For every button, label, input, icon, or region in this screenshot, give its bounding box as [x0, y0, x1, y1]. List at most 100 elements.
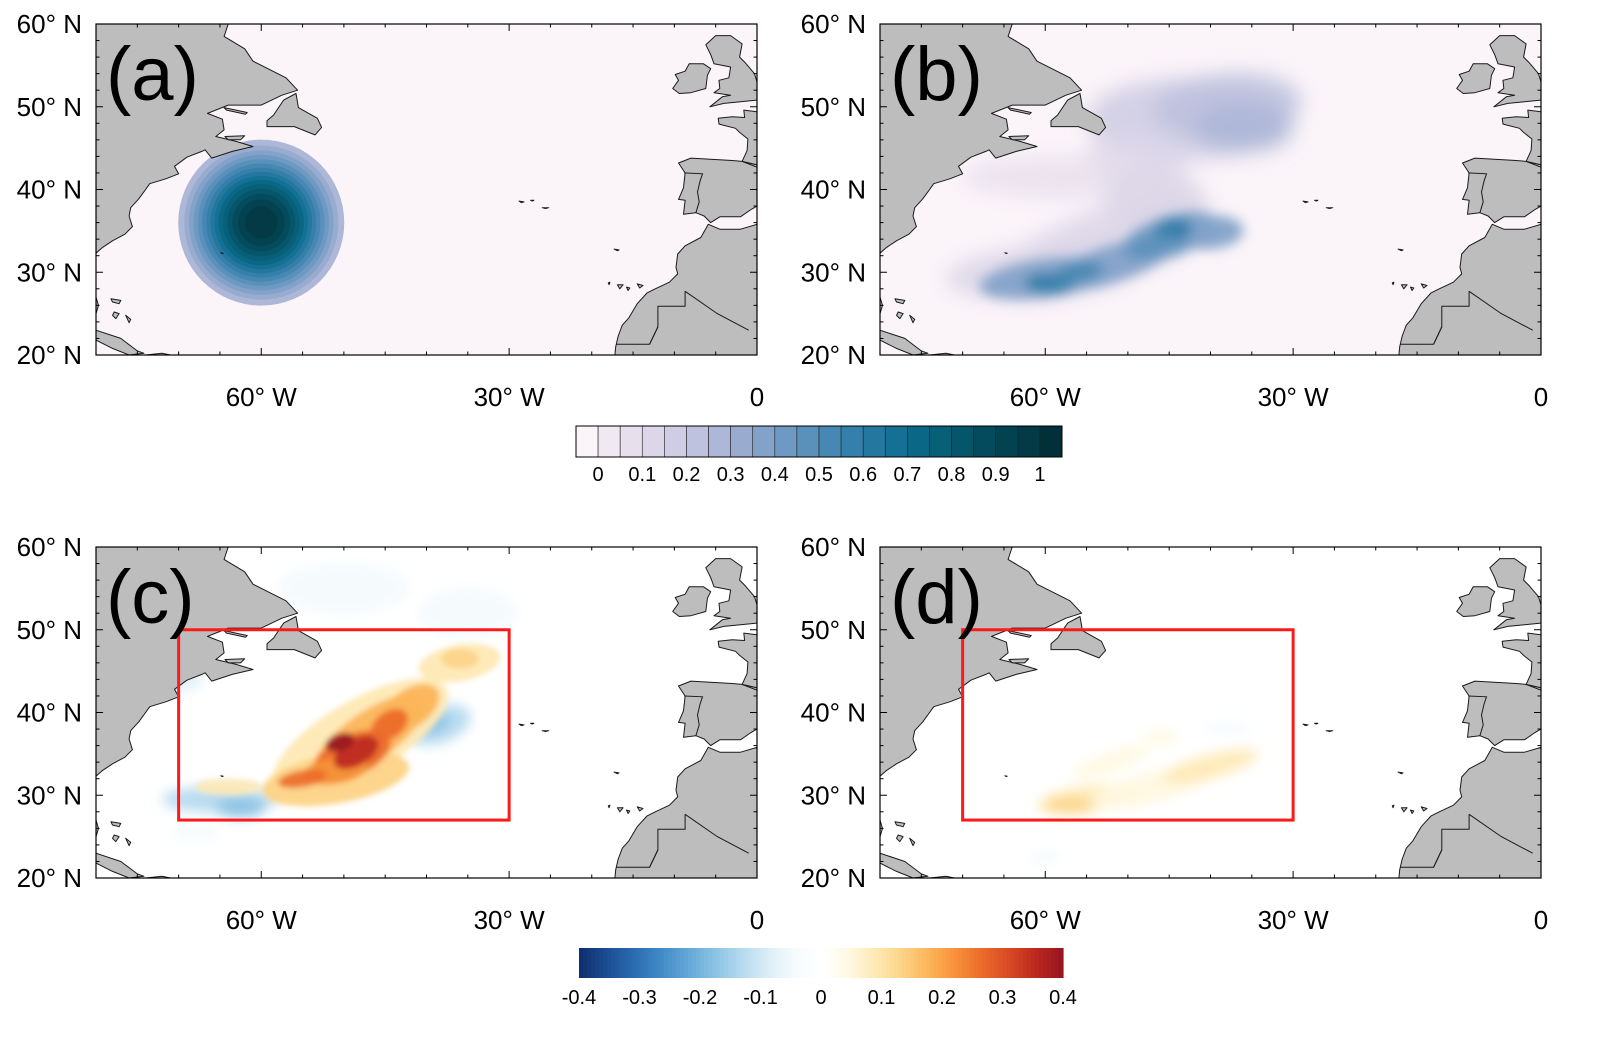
map-area	[96, 24, 757, 355]
land-layer	[880, 547, 1541, 878]
landmass	[896, 311, 904, 320]
landmass	[112, 311, 120, 320]
field-blob	[215, 797, 266, 818]
lat-label: 50° N	[801, 615, 866, 645]
colorbar-top: 0 0.1 0.2 0.3 0.4 0.5 0.6 0.7 0.8 0.9 1	[575, 425, 1063, 486]
colorbar-swatch	[962, 948, 967, 978]
landmass	[541, 207, 550, 209]
landmass	[220, 252, 224, 255]
landmass	[1302, 723, 1309, 727]
colorbar-swatch	[974, 948, 979, 978]
colorbar-swatch	[641, 425, 665, 458]
field-blob	[1053, 261, 1103, 283]
lon-label: 60° W	[1010, 382, 1082, 412]
colorbar-swatch	[752, 948, 758, 978]
colorbar-frame	[575, 425, 1063, 458]
colorbar-swatch	[829, 948, 834, 978]
landmass	[880, 852, 929, 878]
landmass	[1456, 586, 1496, 617]
colorbar-swatch	[752, 425, 776, 458]
lon-label: 0	[750, 905, 764, 935]
colorbar-swatch	[893, 948, 899, 978]
colorbar-swatch	[873, 948, 879, 978]
colorbar-swatch	[973, 425, 997, 458]
field-blob	[1045, 797, 1095, 813]
colorbar-tick-label: 0	[593, 464, 604, 486]
lat-label: 40° N	[801, 698, 866, 728]
colorbar-swatch	[808, 948, 814, 978]
colorbar-swatch	[954, 948, 959, 978]
colorbar-swatch	[663, 948, 669, 978]
colorbar-swatch	[631, 948, 637, 978]
colorbar-swatch	[833, 948, 838, 978]
lon-label: 30° W	[474, 382, 546, 412]
border-line	[1468, 290, 1533, 331]
landmass	[613, 771, 620, 775]
colorbar-swatch	[679, 948, 685, 978]
colorbar-swatch	[664, 425, 687, 458]
landmass	[1007, 630, 1032, 638]
border-line	[1468, 172, 1488, 213]
colorbar-tick-label: 0.3	[989, 987, 1017, 1009]
field-blob	[170, 824, 220, 841]
colorbar-swatch	[1058, 948, 1064, 978]
axes: 60° N 50° N 40° N 30° N 20° N 60° W 30° W 0 (d)	[801, 532, 1549, 935]
colorbar-swatch	[712, 948, 717, 978]
border-line	[684, 695, 704, 736]
colorbar-swatch	[1039, 425, 1063, 458]
colorbar-swatch	[1038, 948, 1044, 978]
landmass	[110, 821, 122, 828]
colorbar-swatch	[667, 948, 673, 978]
lat-label: 20° N	[17, 340, 82, 370]
colorbar-swatch	[865, 948, 870, 978]
colorbar-swatch	[788, 948, 794, 978]
landmass	[1325, 207, 1334, 209]
landmass	[909, 837, 916, 847]
colorbar-swatch	[772, 948, 778, 978]
colorbar-swatch	[774, 425, 798, 458]
colorbar-swatch	[929, 425, 952, 458]
landmass	[1008, 658, 1030, 664]
colorbar-swatch	[889, 948, 895, 978]
colorbar-tick-label: 0.4	[1049, 987, 1077, 1009]
landmass	[125, 314, 132, 324]
landmass	[541, 730, 550, 732]
colorbar-swatch	[1002, 948, 1008, 978]
landmass	[636, 806, 644, 812]
landmass	[1302, 200, 1309, 204]
landmass	[125, 837, 132, 847]
colorbar-swatch	[862, 425, 886, 458]
colorbar-swatch	[730, 425, 754, 458]
landmass	[1325, 730, 1334, 732]
border-line	[1433, 326, 1443, 345]
landmass	[1314, 722, 1319, 725]
field-blob	[1162, 749, 1259, 784]
landmass	[518, 723, 525, 727]
field-gaussian	[178, 139, 345, 306]
colorbar-swatch	[857, 948, 862, 978]
colorbar-swatch	[951, 425, 974, 458]
colorbar-swatch	[840, 425, 864, 458]
colorbar-swatch	[1050, 948, 1056, 978]
colorbar-swatch	[845, 948, 850, 978]
colorbar-swatch	[607, 948, 612, 978]
colorbar-swatch	[982, 948, 987, 978]
landmass	[1400, 807, 1408, 813]
map-area	[96, 547, 757, 878]
colorbar-swatch	[901, 948, 907, 978]
border-line	[1400, 291, 1470, 345]
landmass	[1397, 771, 1404, 775]
axes: 60° N 50° N 40° N 30° N 20° N 60° W 30° W 0 (c)	[17, 532, 765, 935]
colorbar-swatch	[1026, 948, 1032, 978]
colorbar-swatch	[639, 948, 645, 978]
landmass	[880, 329, 929, 355]
colorbar-swatch	[990, 948, 996, 978]
colorbar-swatch	[611, 948, 616, 978]
colorbar-swatch	[776, 948, 782, 978]
colorbar-swatch	[579, 948, 584, 978]
colorbar-swatch	[986, 948, 991, 978]
colorbar-swatch	[869, 948, 875, 978]
lat-label: 30° N	[801, 780, 866, 810]
lat-label: 40° N	[17, 175, 82, 205]
